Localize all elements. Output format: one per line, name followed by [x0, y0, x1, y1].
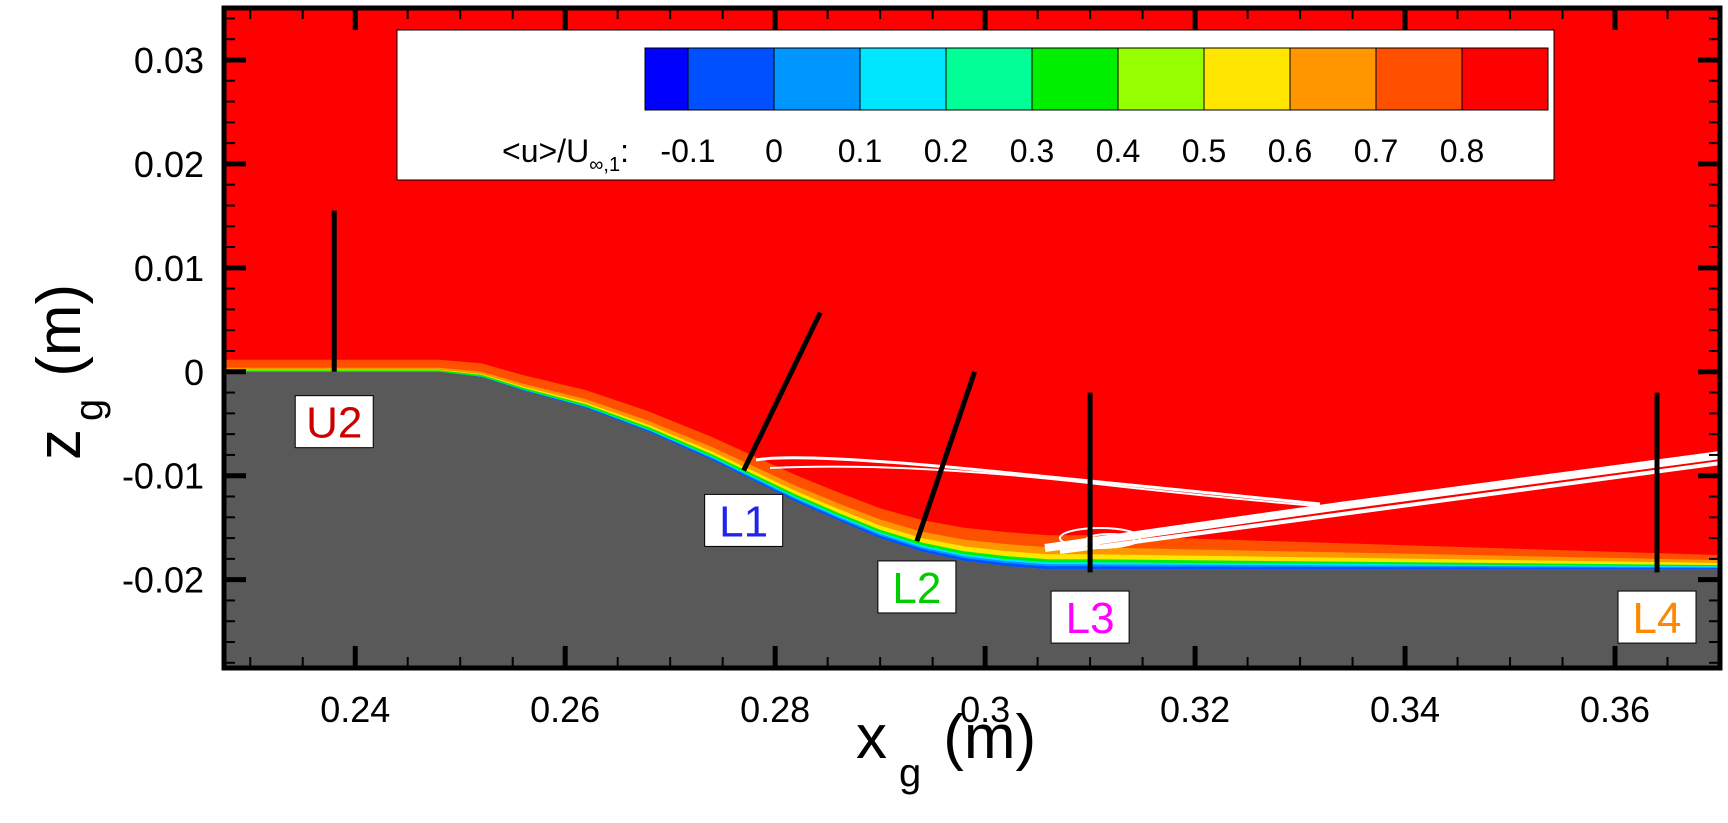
- colorbar-swatch: [1461, 47, 1549, 111]
- colorbar-swatch: [1117, 47, 1205, 111]
- recirculation-contour: [769, 465, 1319, 507]
- probe-label: L3: [1066, 594, 1115, 643]
- wake-streak: [1044, 451, 1720, 552]
- colorbar-level-labels: -0.1 0 0.1 0.2 0.3 0.4 0.5 0.6 0.7 0.8: [660, 133, 1484, 169]
- y-tick-label: -0.01: [122, 456, 204, 497]
- probe-label-box: [877, 560, 957, 614]
- colorbar-swatch: [1289, 47, 1377, 111]
- axes-frame: [221, 5, 1723, 671]
- recirculation-contours: [755, 451, 1720, 554]
- colorbar-label: <u>/U∞,1:: [502, 133, 629, 176]
- x-tick-label: 0.28: [740, 689, 810, 730]
- probe-label: L4: [1633, 594, 1682, 643]
- x-tick-label: 0.24: [320, 689, 390, 730]
- probe-labels: U2 L1 L2 L3 L4: [294, 395, 1697, 644]
- colorbar-level-label: 0.1: [838, 133, 882, 169]
- colorbar-swatch: [773, 47, 861, 111]
- probe-label-box: [294, 395, 374, 449]
- y-tick-label: -0.02: [122, 560, 204, 601]
- y-tick-label: 0.02: [134, 144, 204, 185]
- probe-line: [741, 311, 823, 472]
- solid-wall-region: [224, 371, 1720, 668]
- probe-lines: [331, 210, 1660, 573]
- colorbar-level-label: 0.8: [1440, 133, 1484, 169]
- probe-label: L2: [892, 564, 941, 613]
- colorbar-level-label: 0.2: [924, 133, 968, 169]
- colorbar-swatch: [859, 47, 947, 111]
- x-tick-label: 0.34: [1370, 689, 1440, 730]
- colorbar-swatches: [644, 47, 1549, 111]
- axis-ticks: [224, 8, 1721, 668]
- recirculation-contour: [1085, 533, 1135, 547]
- colorbar-level-label: 0.6: [1268, 133, 1312, 169]
- colorbar-legend: <u>/U∞,1: -0.1 0 0.1 0.2 0.3 0.4 0.5 0.6 0.7 0.8: [396, 29, 1555, 181]
- recirculation-contour: [755, 456, 1321, 506]
- colorbar-swatch: [1031, 47, 1119, 111]
- probe-line: [914, 370, 977, 543]
- shear-layer-bands: [224, 359, 1720, 570]
- x-tick-label: 0.3: [960, 689, 1010, 730]
- colorbar-swatch: [945, 47, 1033, 111]
- colorbar-level-label: 0.5: [1182, 133, 1226, 169]
- colorbar-level-label: 0: [765, 133, 783, 169]
- y-tick-label: 0.01: [134, 248, 204, 289]
- wake-streak: [1059, 461, 1720, 554]
- probe-label: U2: [306, 399, 362, 448]
- probe-label: L1: [719, 497, 768, 546]
- probe-label-box: [704, 493, 784, 547]
- probe-label-box: [1050, 590, 1130, 644]
- axis-tick-labels: 0.24 0.26 0.28 0.3 0.32 0.34 0.36 0.03 0.02 0.01 0…: [122, 40, 1650, 730]
- y-axis-title: zg(m): [25, 284, 111, 460]
- probe-label-box: [1617, 590, 1697, 644]
- colorbar-swatch: [1203, 47, 1291, 111]
- x-tick-label: 0.32: [1160, 689, 1230, 730]
- x-axis-title: xg(m): [856, 703, 1036, 795]
- y-tick-label: 0.03: [134, 40, 204, 81]
- colorbar-level-label: 0.4: [1096, 133, 1140, 169]
- x-tick-label: 0.36: [1580, 689, 1650, 730]
- y-tick-label: 0: [184, 352, 204, 393]
- recirculation-contour: [1059, 527, 1141, 549]
- x-tick-label: 0.26: [530, 689, 600, 730]
- colorbar-level-label: -0.1: [660, 133, 715, 169]
- colorbar-swatch: [687, 47, 775, 111]
- colorbar-level-label: 0.7: [1354, 133, 1398, 169]
- colorbar-swatch: [644, 47, 689, 111]
- colorbar-swatch: [1375, 47, 1463, 111]
- colorbar-level-label: 0.3: [1010, 133, 1054, 169]
